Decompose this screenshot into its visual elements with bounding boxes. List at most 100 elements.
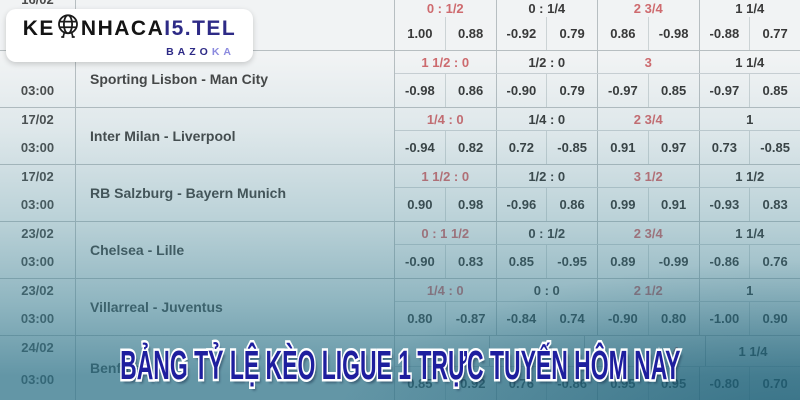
match-name[interactable]: Chelsea - Lille — [90, 242, 185, 258]
match-row: 17/02 03:00 RB Salzburg - Bayern Munich 1 1… — [0, 165, 800, 222]
odds-row: -0.98 0.86 -0.90 0.79 -0.97 0.85 -0.97 0.85 — [395, 74, 800, 107]
match-time: 03:00 — [20, 254, 55, 269]
odds-cell[interactable]: 0.80 — [647, 302, 699, 335]
odds-cell[interactable]: -0.98 — [647, 17, 699, 50]
odds-cell[interactable]: -1.00 — [698, 302, 750, 335]
odds-cell[interactable]: 0.72 — [495, 131, 547, 164]
match-name-cell[interactable]: RB Salzburg - Bayern Munich — [76, 165, 395, 221]
handicap-value: 1/4 : 0 — [426, 282, 464, 298]
odds-cell[interactable]: 0.90 — [749, 302, 800, 335]
odds-cell[interactable]: -0.98 — [405, 83, 435, 98]
odds-cell[interactable]: 0.88 — [444, 17, 496, 50]
logo-wordmark: KE NHACA I5.TEL — [14, 13, 245, 44]
odds-cell[interactable]: 0.74 — [546, 302, 597, 335]
match-name[interactable]: Inter Milan - Liverpool — [90, 128, 236, 144]
odds-cell[interactable]: 0.77 — [749, 17, 800, 50]
match-row: 23/02 03:00 Chelsea - Lille 0 : 1 1/2 0 : 1/… — [0, 222, 800, 279]
odds-cell[interactable]: -0.93 — [698, 188, 750, 221]
odds-cell[interactable]: 0.86 — [546, 188, 597, 221]
handicap-value: 2 3/4 — [597, 0, 699, 17]
odds-cell[interactable]: -0.94 — [405, 140, 435, 155]
odds-cell[interactable]: 0.73 — [698, 131, 750, 164]
logo-subtitle: BAZOKA — [14, 47, 245, 58]
odds-cell[interactable]: 0.79 — [546, 17, 597, 50]
odds-cell[interactable]: -0.97 — [597, 74, 648, 107]
odds-cell[interactable]: 0.91 — [647, 188, 699, 221]
handicap-row: 0 : 1 1/2 0 : 1/2 2 3/4 1 1/4 — [395, 222, 800, 245]
match-name-cell[interactable]: Chelsea - Lille — [76, 222, 395, 278]
odds-cell[interactable]: 0.83 — [444, 245, 496, 278]
match-name[interactable]: Villarreal - Juventus — [90, 299, 223, 315]
handicap-value: 3 1/2 — [597, 165, 699, 187]
odds-cell[interactable]: -0.85 — [749, 131, 800, 164]
handicap-value: 1 1/2 : 0 — [421, 54, 470, 70]
odds-cell[interactable]: 0.97 — [647, 131, 699, 164]
match-time: 03:00 — [20, 83, 55, 98]
odds-cell[interactable]: 0.85 — [407, 376, 433, 391]
match-time: 03:00 — [20, 311, 55, 326]
odds-cell[interactable]: -0.86 — [546, 367, 597, 400]
odds-cell[interactable]: -0.97 — [698, 74, 750, 107]
match-name-cell[interactable]: Benfica — [76, 336, 395, 400]
odds-cell[interactable]: 0.98 — [444, 188, 496, 221]
odds-cell[interactable]: 0.83 — [749, 188, 800, 221]
odds-cell[interactable]: -0.99 — [647, 245, 699, 278]
odds-cell[interactable]: -0.87 — [444, 302, 496, 335]
odds-cell[interactable]: -0.88 — [698, 17, 750, 50]
match-name-cell[interactable]: Inter Milan - Liverpool — [76, 108, 395, 164]
odds-cell[interactable]: -0.90 — [405, 254, 435, 269]
odds-cell[interactable]: 1.00 — [407, 26, 433, 41]
odds-cell[interactable]: 0.79 — [546, 74, 597, 107]
match-name[interactable]: RB Salzburg - Bayern Munich — [90, 185, 287, 201]
handicap-value: 1 1/4 — [698, 222, 800, 244]
odds-cell[interactable]: 0.89 — [597, 245, 648, 278]
odds-cell[interactable]: -0.85 — [546, 131, 597, 164]
handicap-value: 1/4 : 0 — [426, 111, 464, 127]
odds-cell[interactable]: -0.92 — [495, 17, 547, 50]
match-name-cell[interactable]: Villarreal - Juventus — [76, 279, 395, 335]
handicap-value: 1 1/4 — [705, 336, 800, 366]
match-row: 17/02 03:00 Inter Milan - Liverpool 1/4 : 0… — [0, 108, 800, 165]
odds-cell[interactable]: -0.90 — [597, 302, 648, 335]
odds-cell[interactable]: 0.85 — [647, 74, 699, 107]
odds-cell[interactable]: -0.95 — [546, 245, 597, 278]
odds-cell[interactable]: -0.84 — [495, 302, 547, 335]
odds-cell[interactable]: 0.85 — [749, 74, 800, 107]
handicap-value: 0 : 1/2 — [495, 222, 598, 244]
odds-cell[interactable]: 0.76 — [749, 245, 800, 278]
odds-area: 0 : 1 1/2 0 : 1/2 2 3/4 1 1/4 -0.90 0.83 0.85-… — [395, 222, 800, 278]
logo-subtitle-right: KA — [211, 46, 235, 59]
handicap-value: 0 : 0 — [495, 279, 598, 301]
odds-cell[interactable]: 0.91 — [597, 131, 648, 164]
odds-cell[interactable]: 0.86 — [444, 74, 496, 107]
odds-cell[interactable]: 0.70 — [749, 367, 800, 400]
datetime-cell: 24/02 03:00 — [0, 336, 76, 400]
match-name[interactable]: Benfica — [90, 360, 141, 376]
handicap-value: 3 — [597, 51, 699, 73]
odds-cell[interactable]: 0.99 — [597, 188, 648, 221]
odds-cell[interactable]: -0.92 — [444, 367, 496, 400]
datetime-cell: 17/02 03:00 — [0, 108, 76, 164]
odds-cell[interactable]: 0.76 — [495, 367, 547, 400]
odds-cell[interactable]: 0.85 — [495, 245, 547, 278]
match-date: 16/02 — [0, 0, 75, 7]
odds-cell[interactable]: 0.86 — [597, 17, 648, 50]
odds-cell[interactable]: -0.80 — [698, 367, 750, 400]
match-date: 23/02 — [21, 226, 54, 241]
odds-cell[interactable]: -0.86 — [698, 245, 750, 278]
handicap-value: 2 3/4 — [597, 108, 699, 130]
odds-row: 0.80 -0.87 -0.84 0.74 -0.90 0.80 -1.00 0.90 — [395, 302, 800, 335]
odds-cell[interactable]: -0.90 — [495, 74, 547, 107]
match-row: 24/02 03:00 Benfica 4 1 1/4 0.85 -0.92 0.76 -0.8… — [0, 336, 800, 400]
odds-cell[interactable]: -0.96 — [495, 188, 547, 221]
odds-cell[interactable]: 0.95 — [647, 367, 699, 400]
site-logo[interactable]: KE NHACA I5.TEL BAZOKA — [6, 9, 253, 62]
odds-cell[interactable]: 0.82 — [444, 131, 496, 164]
odds-cell[interactable]: 0.90 — [407, 197, 433, 212]
match-name[interactable]: Sporting Lisbon - Man City — [90, 71, 269, 87]
odds-cell[interactable]: 0.80 — [407, 311, 433, 326]
odds-cell[interactable]: 0.95 — [597, 367, 648, 400]
